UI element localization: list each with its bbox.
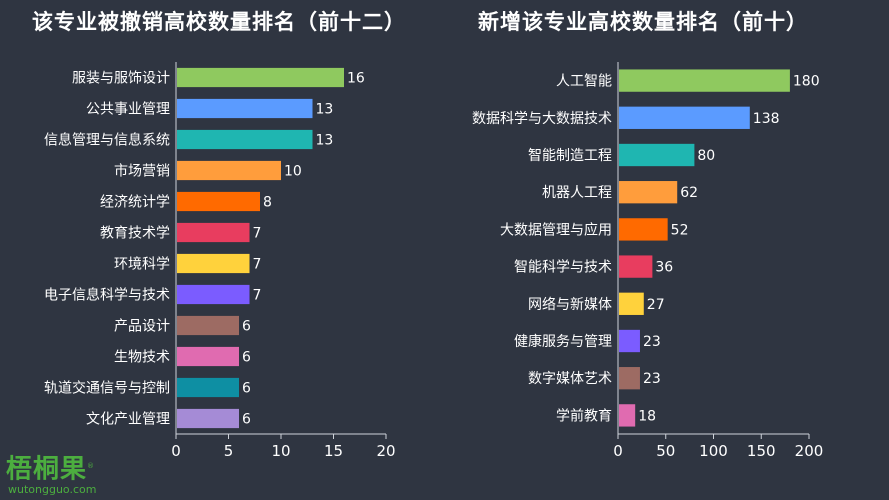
right-chart-x-tick-label: 150 [747, 442, 776, 460]
left-chart-value-label: 13 [316, 133, 334, 149]
left-chart-category-label: 信息管理与信息系统 [44, 132, 170, 149]
left-chart-bar[interactable] [177, 315, 239, 336]
left-chart-category-label: 市场营销 [114, 163, 170, 180]
logo-url: wutongguo.com [8, 482, 97, 496]
left-chart-category-label: 轨道交通信号与控制 [44, 380, 170, 397]
right-chart-category-label: 智能科学与技术 [514, 260, 612, 276]
right-chart-bar[interactable] [619, 181, 678, 204]
right-chart-value-label: 18 [638, 408, 656, 424]
left-chart-category-label: 生物技术 [114, 350, 170, 366]
right-chart-bar[interactable] [619, 69, 790, 92]
left-chart-bar[interactable] [177, 222, 250, 243]
right-chart-x-tick-label: 100 [699, 442, 728, 460]
right-chart-value-label: 52 [671, 222, 689, 238]
left-chart-value-label: 7 [253, 257, 262, 273]
left-chart-bar[interactable] [177, 129, 313, 150]
logo-registered-mark: ® [87, 462, 96, 470]
right-chart-bar[interactable] [619, 329, 640, 353]
right-chart-value-label: 138 [753, 111, 780, 127]
right-chart-value-label: 80 [697, 148, 715, 164]
left-chart-bar[interactable] [177, 191, 260, 212]
left-chart-bar[interactable] [177, 253, 250, 274]
right-chart-value-label: 36 [655, 260, 673, 276]
right-chart-value-label: 23 [643, 334, 661, 350]
logo-name: 梧桐果 [6, 454, 88, 485]
left-chart-value-label: 13 [316, 102, 334, 118]
left-chart-value-label: 8 [263, 195, 272, 211]
right-chart-category-label: 数据科学与大数据技术 [472, 111, 612, 127]
left-chart-category-label: 服装与服饰设计 [72, 71, 170, 87]
right-chart-bar[interactable] [619, 404, 636, 427]
left-chart-value-label: 6 [242, 350, 251, 366]
right-chart-bar[interactable] [619, 143, 695, 167]
right-chart-category-label: 数字媒体艺术 [528, 371, 612, 387]
left-chart-value-label: 6 [242, 319, 251, 335]
left-chart-category-label: 教育技术学 [100, 226, 170, 242]
right-chart-category-label: 健康服务与管理 [514, 333, 612, 350]
left-chart-value-label: 10 [284, 164, 302, 180]
left-chart-value-label: 16 [347, 71, 365, 87]
left-chart-x-tick-label: 5 [224, 442, 234, 460]
left-chart-value-label: 7 [253, 288, 262, 304]
right-chart-bar[interactable] [619, 106, 750, 129]
left-chart-category-label: 电子信息科学与技术 [44, 287, 170, 304]
right-chart-value-label: 62 [680, 185, 698, 201]
left-chart-bar[interactable] [177, 408, 239, 429]
right-chart-bar[interactable] [619, 367, 640, 390]
right-chart-value-label: 23 [643, 371, 661, 387]
left-chart-x-tick-label: 0 [171, 442, 181, 460]
right-chart-title: 新增该专业高校数量排名（前十） [478, 10, 808, 34]
left-chart-title: 该专业被撤销高校数量排名（前十二） [32, 10, 406, 34]
right-chart-bar[interactable] [619, 292, 644, 315]
wutongguo-logo[interactable]: 梧桐果® wutongguo.com [6, 452, 96, 496]
left-chart-value-label: 6 [242, 381, 251, 397]
right-chart-value-label: 180 [793, 74, 820, 90]
left-chart-x-tick-label: 10 [271, 442, 290, 460]
right-chart-bar[interactable] [619, 218, 668, 241]
right-chart-x-tick-label: 0 [613, 442, 623, 460]
left-chart-category-label: 经济统计学 [100, 195, 170, 211]
left-chart-bar[interactable] [177, 377, 239, 398]
right-chart-category-label: 大数据管理与应用 [500, 221, 612, 238]
left-chart-x-tick-label: 15 [324, 442, 343, 460]
left-chart-bar[interactable] [177, 284, 250, 305]
left-chart-bar[interactable] [177, 67, 344, 88]
right-chart-category-label: 机器人工程 [542, 185, 612, 201]
right-chart-value-label: 27 [647, 297, 665, 313]
left-chart-bar[interactable] [177, 346, 239, 367]
left-chart-category-label: 公共事业管理 [86, 102, 170, 118]
left-chart-value-label: 6 [242, 412, 251, 428]
left-chart-category-label: 产品设计 [114, 319, 170, 335]
left-chart-category-label: 环境科学 [114, 257, 170, 273]
right-chart-category-label: 网络与新媒体 [528, 297, 612, 313]
left-chart-x-tick-label: 20 [376, 442, 395, 460]
right-chart-category-label: 人工智能 [556, 74, 612, 90]
right-chart-x-tick-label: 200 [795, 442, 824, 460]
left-chart-value-label: 7 [253, 226, 262, 242]
right-chart-x-tick-label: 50 [656, 442, 675, 460]
right-chart-category-label: 智能制造工程 [528, 148, 612, 164]
right-chart-category-label: 学前教育 [556, 407, 612, 424]
left-chart-bar[interactable] [177, 98, 313, 119]
right-chart-bar[interactable] [619, 255, 653, 278]
left-chart-category-label: 文化产业管理 [86, 412, 170, 428]
left-chart-bar[interactable] [177, 160, 281, 181]
